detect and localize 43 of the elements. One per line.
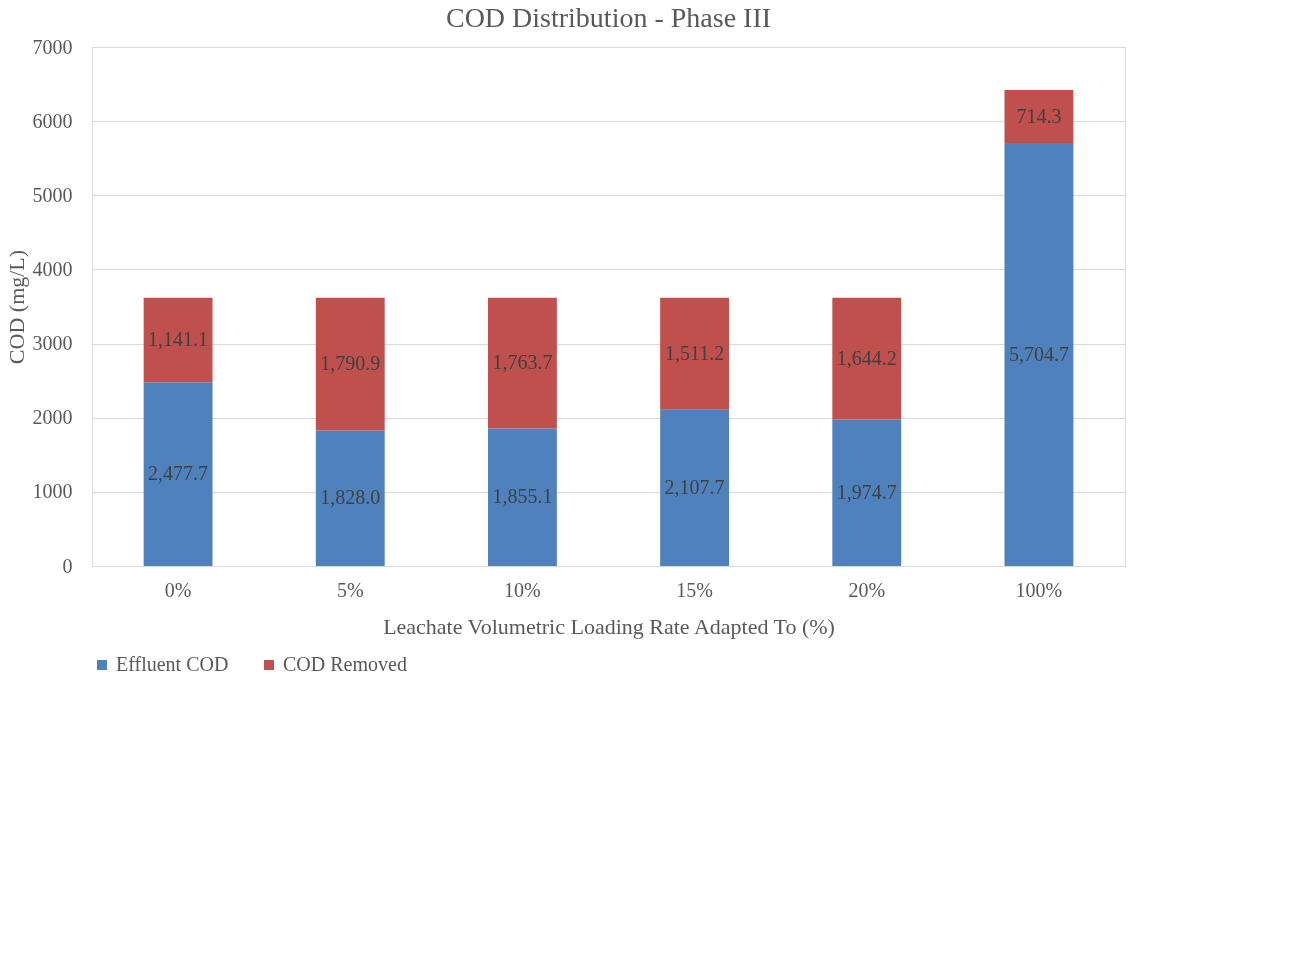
bar	[315, 430, 385, 566]
bar	[143, 382, 213, 566]
data-label: 1,141.1	[148, 327, 209, 350]
y-tick-label: 7000	[32, 35, 73, 58]
y-axis-title: COD (mg/L)	[3, 249, 29, 365]
bar	[143, 297, 213, 383]
data-label: 5,704.7	[1008, 342, 1069, 365]
data-label: 1,644.2	[836, 346, 897, 369]
y-tick-label: 1000	[32, 480, 73, 503]
y-tick-label: 0	[62, 554, 73, 577]
data-label: 1,790.9	[320, 352, 381, 375]
data-label: 2,477.7	[148, 462, 209, 485]
x-tick-label: 20%	[848, 578, 886, 601]
x-tick-label: 5%	[336, 578, 364, 601]
x-tick-label: 10%	[504, 578, 541, 601]
bar	[487, 297, 557, 429]
bar	[315, 297, 385, 431]
y-tick-label: 4000	[32, 257, 73, 280]
bar	[1004, 143, 1074, 566]
x-tick-label: 0%	[164, 578, 192, 601]
x-tick-label: 15%	[676, 578, 713, 601]
bar	[832, 419, 902, 566]
legend-label: COD Removed	[283, 653, 407, 675]
bar	[487, 428, 557, 566]
data-label: 1,855.1	[492, 485, 553, 508]
x-axis-title: Leachate Volumetric Loading Rate Adapted To (%)	[383, 613, 835, 639]
y-tick-label: 5000	[32, 183, 73, 206]
data-label: 1,511.2	[664, 341, 725, 364]
data-label: 2,107.7	[664, 475, 725, 498]
data-label: 1,763.7	[492, 351, 553, 374]
y-tick-label: 6000	[32, 109, 73, 132]
bar	[660, 409, 730, 566]
data-label: 1,974.7	[836, 480, 897, 503]
chart-title: COD Distribution - Phase III	[445, 2, 772, 33]
bar	[832, 297, 902, 420]
x-tick-label: 100%	[1015, 578, 1063, 601]
bar	[660, 297, 730, 410]
y-tick-label: 2000	[32, 406, 73, 429]
bar	[1004, 90, 1074, 144]
legend-label: Effluent COD	[116, 653, 229, 675]
data-label: 714.3	[1016, 104, 1062, 127]
y-tick-label: 3000	[32, 332, 73, 355]
data-label: 1,828.0	[320, 486, 381, 509]
